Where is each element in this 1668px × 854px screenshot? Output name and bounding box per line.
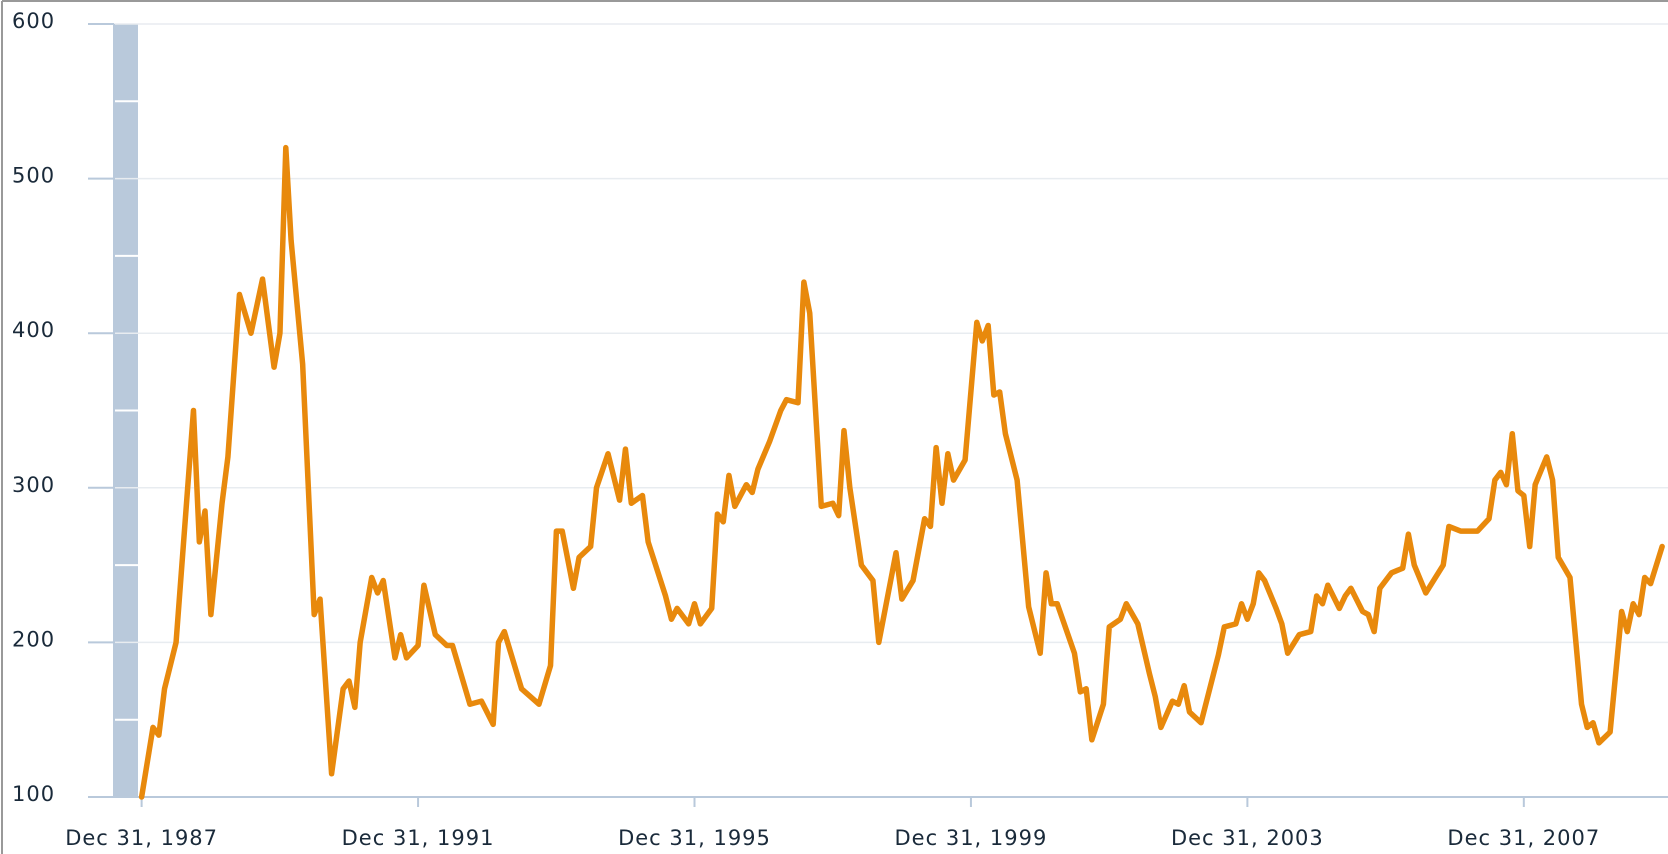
x-tick-label: Dec 31, 1995 bbox=[618, 826, 771, 850]
y-tick-label: 500 bbox=[12, 164, 55, 188]
x-tick-label: Dec 31, 1987 bbox=[65, 826, 218, 850]
y-tick-label: 300 bbox=[12, 473, 55, 497]
line-series bbox=[138, 144, 1665, 800]
y-tick-label: 100 bbox=[12, 782, 55, 806]
x-tick-label: Dec 31, 1999 bbox=[895, 826, 1048, 850]
x-tick-label: Dec 31, 2003 bbox=[1171, 826, 1324, 850]
x-tick-label: Dec 31, 2007 bbox=[1447, 826, 1600, 850]
y-tick-label: 200 bbox=[12, 627, 55, 651]
y-tick-label: 400 bbox=[12, 318, 55, 342]
x-tick-label: Dec 31, 1991 bbox=[342, 826, 495, 850]
y-tick-label: 600 bbox=[12, 9, 55, 33]
